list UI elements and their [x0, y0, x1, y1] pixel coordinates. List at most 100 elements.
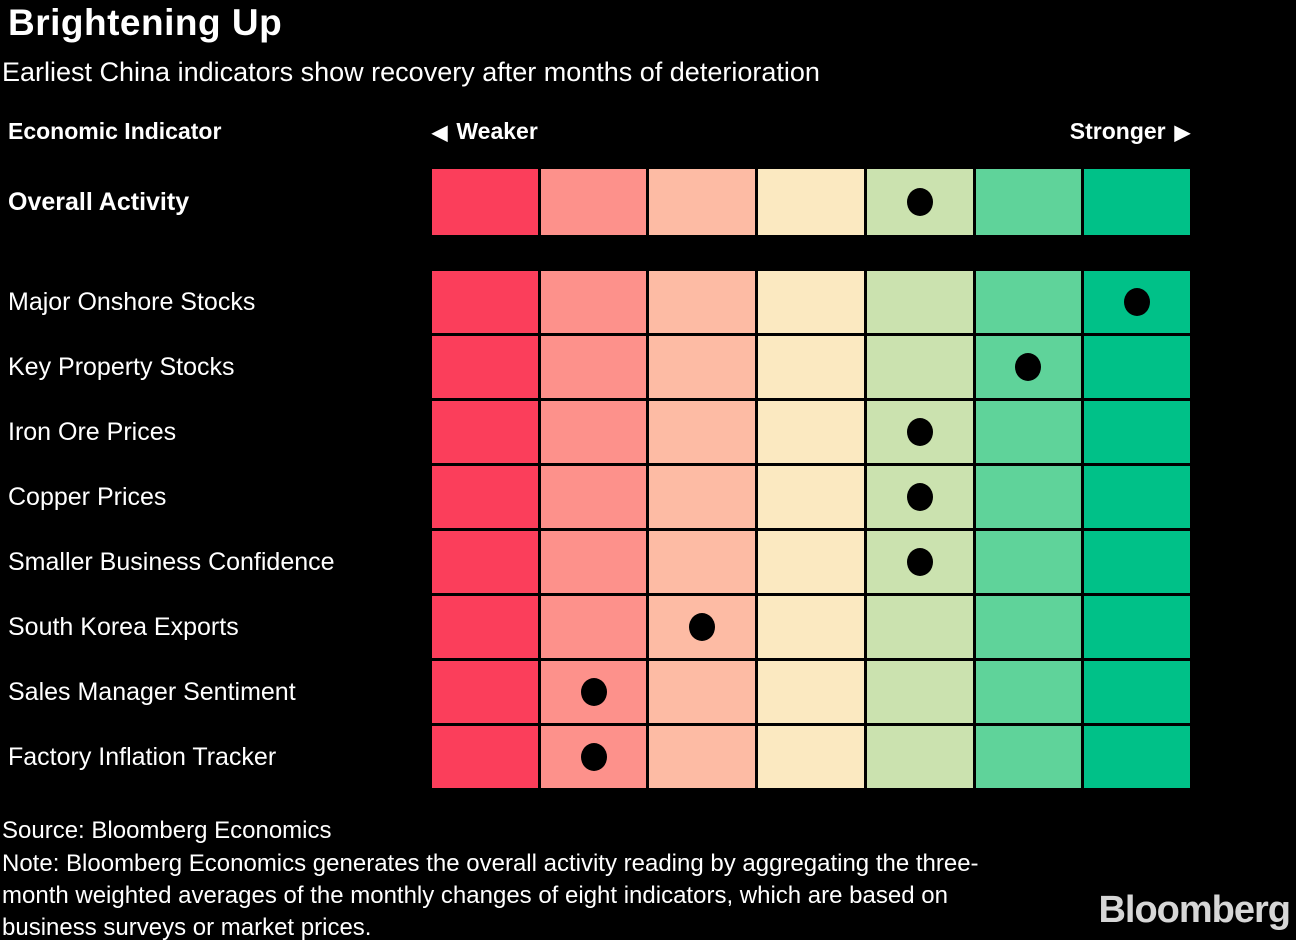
position-dot — [689, 613, 716, 641]
heat-cell-col4 — [758, 531, 864, 593]
row-label: Key Property Stocks — [8, 352, 235, 381]
heatmap-row: Iron Ore Prices — [0, 401, 1190, 463]
heat-cell-col6 — [975, 726, 1082, 788]
heat-cell-col6 — [975, 336, 1082, 398]
row-label: Factory Inflation Tracker — [8, 742, 277, 771]
heat-cell-col7 — [1084, 531, 1190, 593]
source-text: Source: Bloomberg Economics — [2, 817, 332, 844]
heat-cell-col7 — [1084, 726, 1190, 788]
heatmap-row: Key Property Stocks — [0, 336, 1190, 398]
overall-activity-row-container: Overall Activity — [0, 169, 1190, 235]
heat-cell-col3 — [649, 401, 756, 463]
heat-cell-col3 — [649, 531, 756, 593]
row-cells — [432, 401, 1190, 463]
heat-cell-col4 — [758, 336, 864, 398]
heatmap-row: Sales Manager Sentiment — [0, 661, 1190, 723]
heat-cell-col5 — [866, 401, 973, 463]
heat-cell-col1 — [432, 596, 538, 658]
heat-cell-col5 — [866, 726, 973, 788]
heat-cell-col7 — [1084, 401, 1190, 463]
heat-cell-col6 — [975, 531, 1082, 593]
position-dot — [906, 188, 933, 216]
heat-cell-col2 — [540, 336, 647, 398]
economic-indicator-header: Economic Indicator — [8, 118, 222, 144]
row-cells — [432, 271, 1190, 333]
heat-cell-col3 — [649, 596, 756, 658]
stronger-header: Stronger ▶ — [1070, 118, 1190, 145]
heat-cell-col5 — [866, 596, 973, 658]
heat-cell-col7 — [1084, 466, 1190, 528]
row-label: Copper Prices — [8, 482, 167, 511]
row-cells — [432, 336, 1190, 398]
bloomberg-logo: Bloomberg — [1098, 889, 1291, 931]
heat-cell-col4 — [758, 466, 864, 528]
note-text: Note: Bloomberg Economics generates the … — [2, 850, 979, 940]
heat-cell-col3 — [649, 336, 756, 398]
heat-cell-col2 — [540, 661, 647, 723]
row-cells — [432, 466, 1190, 528]
row-label: Sales Manager Sentiment — [8, 677, 296, 706]
indicator-rows-container: Major Onshore Stocks Key Property Stocks I… — [0, 271, 1190, 788]
heat-cell-col2 — [540, 596, 647, 658]
weaker-header: ◀ Weaker — [432, 118, 538, 145]
stronger-arrow-icon: ▶ — [1174, 122, 1190, 144]
heat-cell-col4 — [758, 401, 864, 463]
heat-cell-col3 — [649, 661, 756, 723]
heat-cell-col1 — [432, 336, 538, 398]
heatmap-row: Smaller Business Confidence — [0, 531, 1190, 593]
heat-cell-col1 — [432, 169, 538, 235]
heat-cell-col5 — [866, 336, 973, 398]
heat-cell-col3 — [649, 169, 756, 235]
heatmap-row: South Korea Exports — [0, 596, 1190, 658]
heat-cell-col1 — [432, 271, 538, 333]
heat-cell-col1 — [432, 661, 538, 723]
position-dot — [906, 548, 933, 576]
weaker-arrow-icon: ◀ — [432, 122, 448, 144]
row-label: South Korea Exports — [8, 612, 239, 641]
stronger-label: Stronger — [1069, 118, 1166, 144]
heat-cell-col7 — [1084, 271, 1190, 333]
heat-cell-col1 — [432, 401, 538, 463]
position-dot — [580, 678, 607, 706]
row-cells — [432, 531, 1190, 593]
heat-cell-col3 — [649, 726, 756, 788]
heatmap-row: Copper Prices — [0, 466, 1190, 528]
row-cells — [432, 661, 1190, 723]
heat-cell-col6 — [975, 401, 1082, 463]
heat-cell-col4 — [758, 726, 864, 788]
heat-cell-col7 — [1084, 596, 1190, 658]
heat-cell-col4 — [758, 169, 864, 235]
heat-cell-col2 — [540, 271, 647, 333]
heatmap-row: Major Onshore Stocks — [0, 271, 1190, 333]
heat-cell-col2 — [540, 726, 647, 788]
row-label: Overall Activity — [8, 187, 190, 216]
position-dot — [580, 743, 607, 771]
heat-cell-col7 — [1084, 336, 1190, 398]
heat-cell-col5 — [866, 661, 973, 723]
row-label: Iron Ore Prices — [8, 417, 177, 446]
column-header: Economic Indicator ◀ Weaker Stronger ▶ — [0, 118, 1190, 148]
heat-cell-col6 — [975, 466, 1082, 528]
heat-cell-col6 — [975, 271, 1082, 333]
heat-cell-col5 — [866, 531, 973, 593]
heat-cell-col5 — [866, 271, 973, 333]
position-dot — [1124, 288, 1151, 316]
heat-cell-col4 — [758, 271, 864, 333]
heat-cell-col3 — [649, 271, 756, 333]
heatmap-row: Overall Activity — [0, 169, 1190, 235]
heat-cell-col7 — [1084, 169, 1190, 235]
chart-title: Brightening Up — [8, 2, 283, 43]
heat-cell-col2 — [540, 169, 647, 235]
heat-cell-col2 — [540, 401, 647, 463]
heat-cell-col7 — [1084, 661, 1190, 723]
heat-cell-col6 — [975, 596, 1082, 658]
heat-cell-col1 — [432, 531, 538, 593]
heat-cell-col1 — [432, 466, 538, 528]
heat-cell-col4 — [758, 596, 864, 658]
heat-cell-col3 — [649, 466, 756, 528]
position-dot — [1015, 353, 1042, 381]
heat-cell-col2 — [540, 531, 647, 593]
heat-cell-col6 — [975, 661, 1082, 723]
row-cells — [432, 596, 1190, 658]
